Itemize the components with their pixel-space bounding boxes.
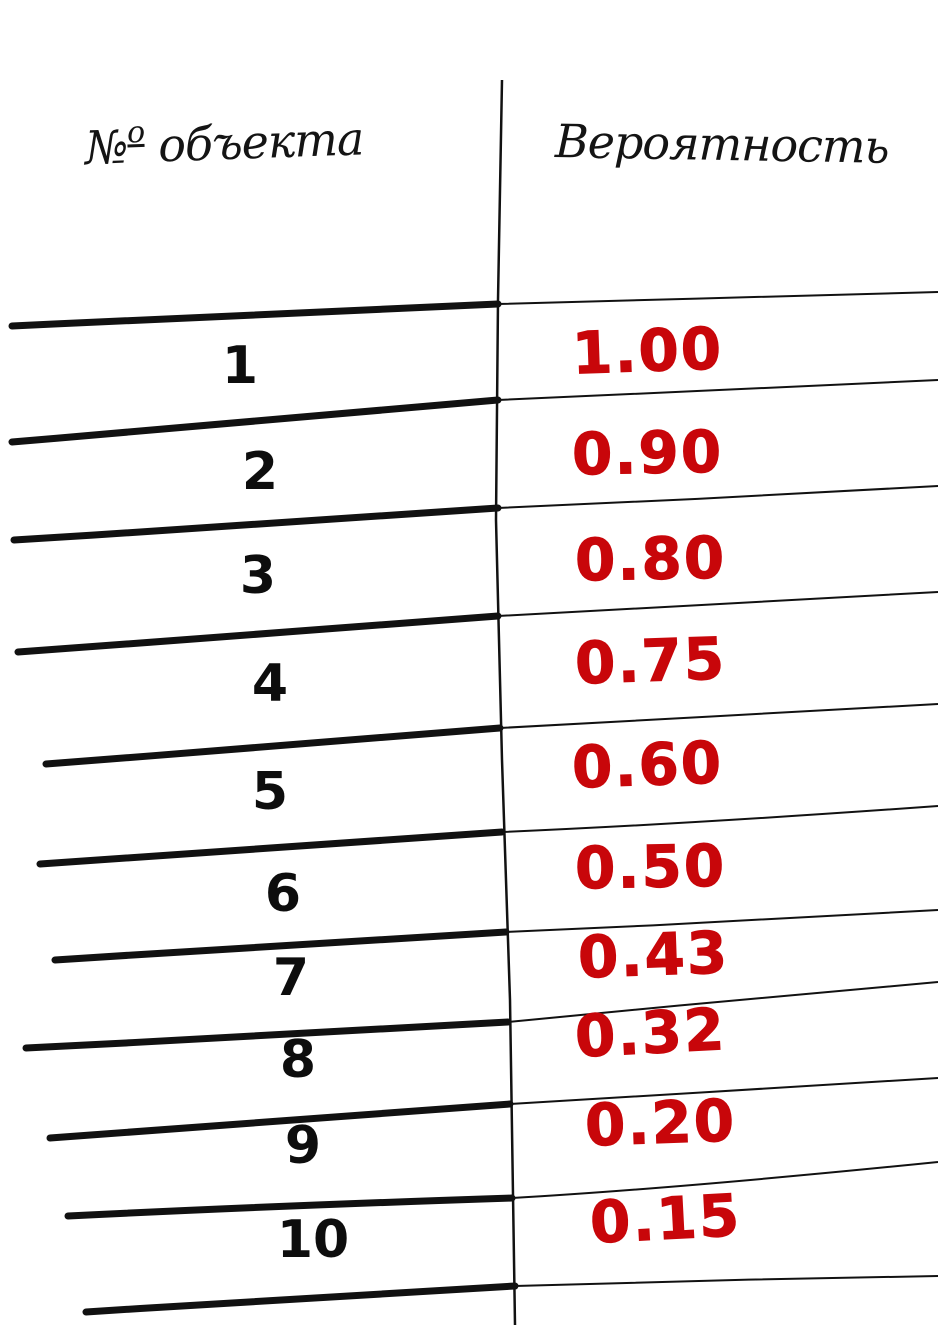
column-divider xyxy=(494,79,517,1325)
row-line-left xyxy=(8,300,502,330)
probability-value: 0.32 xyxy=(573,995,728,1072)
row-line-left xyxy=(8,396,502,446)
header-number-sign: № xyxy=(84,119,129,175)
row-line-left xyxy=(10,504,502,544)
row-line-right xyxy=(514,1275,938,1287)
row-line-left xyxy=(36,828,506,868)
row-line-left xyxy=(51,928,510,964)
probability-value: 0.90 xyxy=(571,417,724,489)
row-line-right xyxy=(511,1161,938,1199)
object-number: 7 xyxy=(272,948,310,1008)
row-line-left xyxy=(82,1282,519,1316)
probability-value: 0.80 xyxy=(574,523,727,595)
row-line-left xyxy=(46,1100,514,1142)
object-number: 2 xyxy=(241,442,279,502)
probability-value: 0.75 xyxy=(573,624,728,698)
row-line-left xyxy=(64,1194,516,1220)
probability-value: 0.20 xyxy=(583,1086,738,1160)
header-object-number: №о объекта xyxy=(84,111,364,175)
header-number-superscript: о xyxy=(126,114,145,151)
row-line-right xyxy=(497,485,938,509)
object-number: 1 xyxy=(221,336,259,396)
row-line-left xyxy=(14,612,502,656)
row-line-right xyxy=(497,291,938,305)
probability-value: 0.60 xyxy=(570,728,725,802)
header-object-word: объекта xyxy=(157,111,365,173)
object-number: 10 xyxy=(276,1210,350,1270)
probability-value: 0.15 xyxy=(588,1181,743,1258)
row-line-right xyxy=(497,591,938,617)
row-line-right xyxy=(505,909,938,933)
row-line-right xyxy=(497,379,938,401)
probability-value: 0.43 xyxy=(576,918,731,992)
row-line-left xyxy=(42,724,504,768)
row-line-right xyxy=(501,805,938,833)
row-line-right xyxy=(509,1077,938,1105)
row-line-right xyxy=(507,981,938,1023)
object-number: 9 xyxy=(284,1116,322,1176)
header-probability: Вероятность xyxy=(554,114,890,174)
probability-value: 1.00 xyxy=(570,314,725,388)
object-number: 6 xyxy=(264,864,302,924)
probability-value: 0.50 xyxy=(574,831,727,903)
object-number: 4 xyxy=(251,654,289,714)
row-line-right xyxy=(499,703,938,729)
object-number: 5 xyxy=(251,762,289,822)
row-line-left xyxy=(22,1018,512,1052)
object-number: 3 xyxy=(239,546,277,606)
object-number: 8 xyxy=(279,1030,317,1090)
